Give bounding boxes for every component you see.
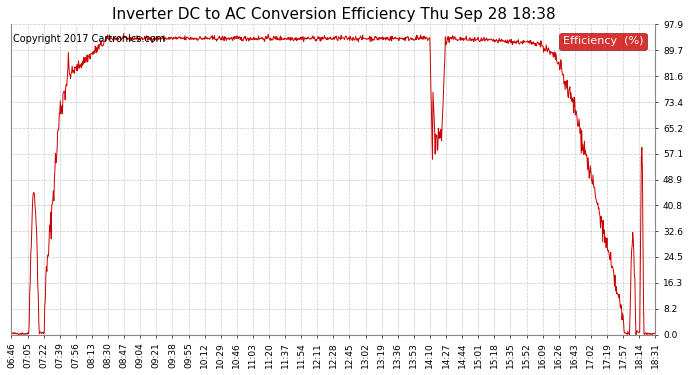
Title: Inverter DC to AC Conversion Efficiency Thu Sep 28 18:38: Inverter DC to AC Conversion Efficiency … — [112, 7, 555, 22]
Text: Copyright 2017 Cartronics.com: Copyright 2017 Cartronics.com — [12, 34, 165, 44]
Legend: Efficiency  (%): Efficiency (%) — [560, 33, 647, 50]
